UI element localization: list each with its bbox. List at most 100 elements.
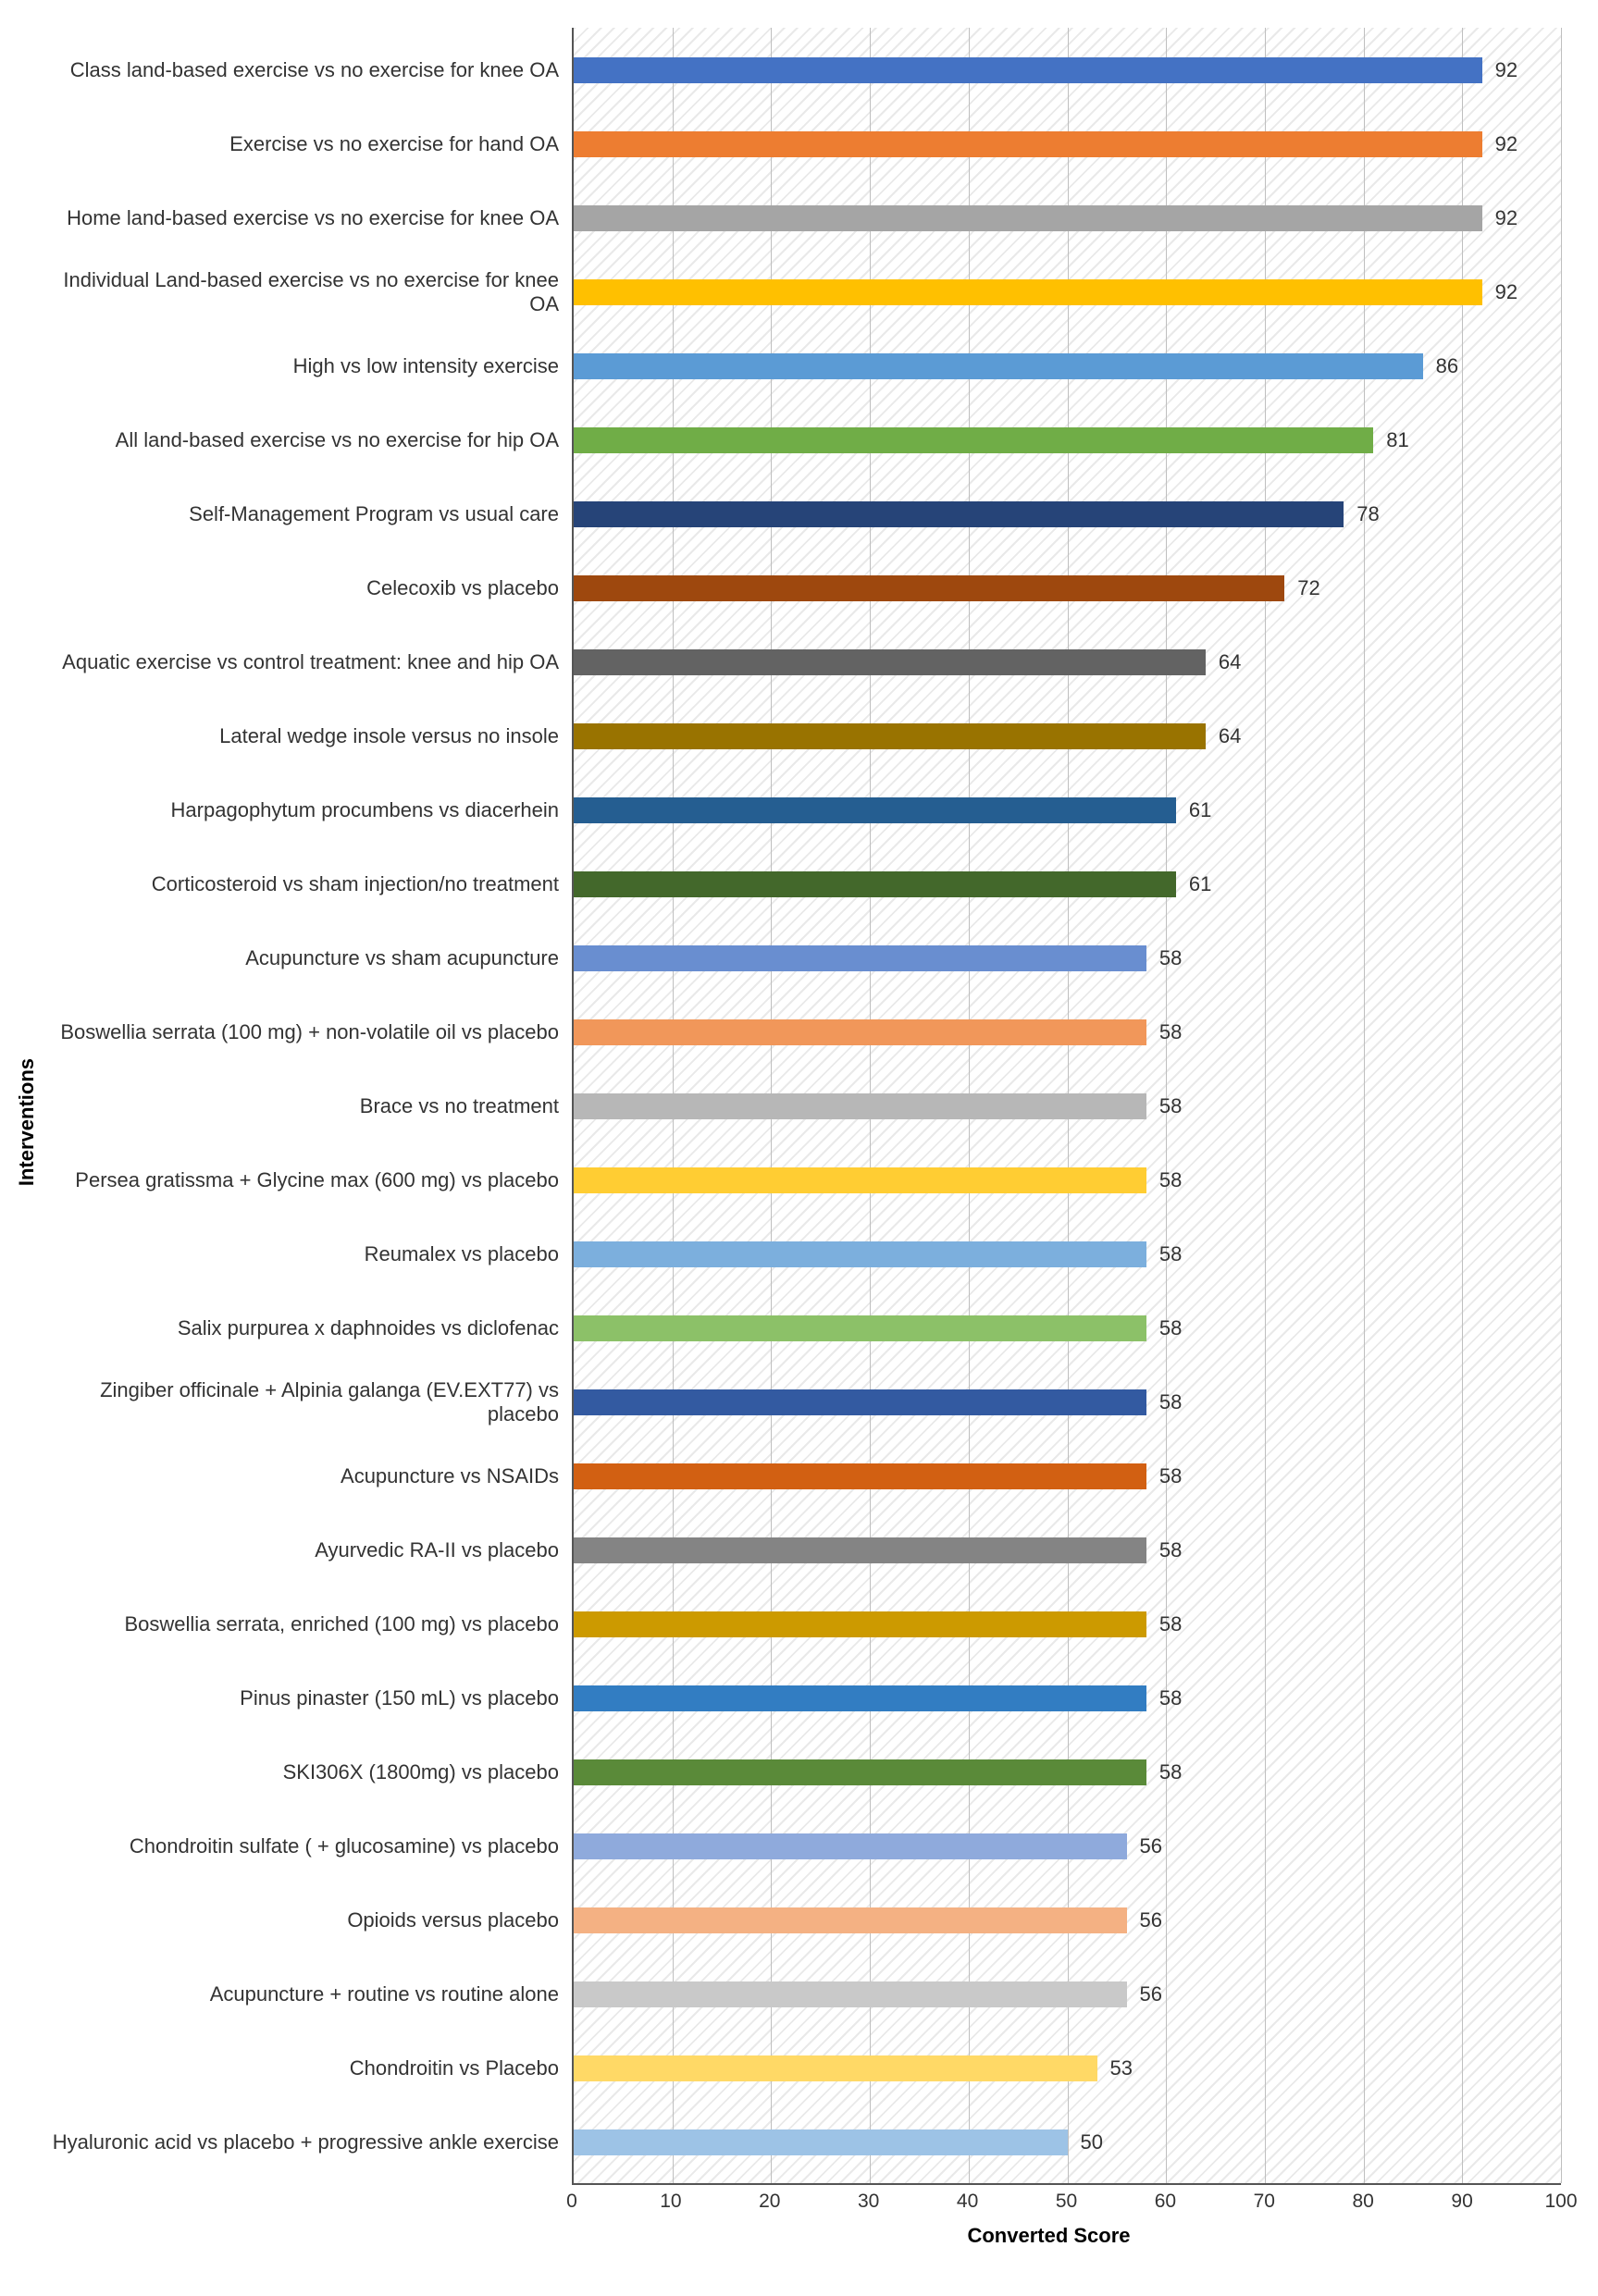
category-label: Boswellia serrata, enriched (100 mg) vs …	[44, 1612, 572, 1636]
bar	[574, 1241, 1146, 1267]
x-tick-label: 40	[957, 2191, 978, 2213]
category-label: Class land-based exercise vs no exercise…	[44, 58, 572, 82]
category-label-row: Chondroitin sulfate ( + glucosamine) vs …	[44, 1809, 572, 1883]
x-tick-label: 80	[1353, 2191, 1374, 2213]
bar-row: 61	[574, 847, 1561, 921]
x-tick-label: 0	[566, 2191, 577, 2213]
bar-row: 56	[574, 1809, 1561, 1883]
category-label: Celecoxib vs placebo	[44, 576, 572, 600]
category-label: Chondroitin vs Placebo	[44, 2056, 572, 2080]
category-label-row: SKI306X (1800mg) vs placebo	[44, 1735, 572, 1809]
bar-row: 86	[574, 329, 1561, 403]
bar-row: 56	[574, 1883, 1561, 1957]
x-tick-label: 30	[858, 2191, 879, 2213]
value-label: 92	[1495, 58, 1517, 82]
value-label: 92	[1495, 280, 1517, 304]
value-label: 58	[1159, 1390, 1182, 1414]
category-label: Opioids versus placebo	[44, 1908, 572, 1932]
x-tick-label: 90	[1451, 2191, 1472, 2213]
category-label-row: Boswellia serrata (100 mg) + non-volatil…	[44, 995, 572, 1069]
bar	[574, 427, 1373, 453]
category-label: All land-based exercise vs no exercise f…	[44, 428, 572, 452]
category-label: High vs low intensity exercise	[44, 354, 572, 378]
category-label-row: Exercise vs no exercise for hand OA	[44, 107, 572, 181]
category-labels-column: Class land-based exercise vs no exercise…	[44, 28, 572, 2216]
bar-row: 58	[574, 1661, 1561, 1735]
bar	[574, 1463, 1146, 1489]
category-label-row: Pinus pinaster (150 mL) vs placebo	[44, 1661, 572, 1735]
x-tick-label: 50	[1056, 2191, 1077, 2213]
bar	[574, 501, 1344, 527]
bar-row: 64	[574, 625, 1561, 699]
category-label: Reumalex vs placebo	[44, 1242, 572, 1266]
value-label: 86	[1436, 354, 1458, 378]
bar	[574, 205, 1482, 231]
value-label: 58	[1159, 1242, 1182, 1266]
bar	[574, 279, 1482, 305]
category-label-row: Celecoxib vs placebo	[44, 551, 572, 625]
bar-row: 58	[574, 1735, 1561, 1809]
bar-row: 72	[574, 551, 1561, 625]
value-label: 56	[1140, 1908, 1162, 1932]
plot-column: 9292929286817872646461615858585858585858…	[572, 28, 1561, 2216]
bar	[574, 1907, 1127, 1933]
bar-row: 56	[574, 1957, 1561, 2031]
bar-row: 64	[574, 699, 1561, 773]
category-label: Brace vs no treatment	[44, 1094, 572, 1118]
category-label-row: Chondroitin vs Placebo	[44, 2031, 572, 2105]
bar	[574, 1167, 1146, 1193]
value-label: 92	[1495, 206, 1517, 230]
bar-row: 50	[574, 2105, 1561, 2179]
value-label: 64	[1219, 650, 1241, 674]
bar	[574, 131, 1482, 157]
category-label: Self-Management Program vs usual care	[44, 502, 572, 526]
bar-row: 53	[574, 2031, 1561, 2105]
category-label: Lateral wedge insole versus no insole	[44, 724, 572, 748]
category-label-row: Acupuncture vs sham acupuncture	[44, 921, 572, 995]
category-label: Boswellia serrata (100 mg) + non-volatil…	[44, 1020, 572, 1044]
value-label: 81	[1386, 428, 1408, 452]
value-label: 92	[1495, 132, 1517, 156]
category-label: Aquatic exercise vs control treatment: k…	[44, 650, 572, 674]
category-label-row: Ayurvedic RA-II vs placebo	[44, 1513, 572, 1587]
category-label: Chondroitin sulfate ( + glucosamine) vs …	[44, 1834, 572, 1858]
bar	[574, 575, 1284, 601]
category-label-row: Individual Land-based exercise vs no exe…	[44, 255, 572, 329]
bar-row: 58	[574, 1143, 1561, 1217]
bar	[574, 1537, 1146, 1563]
bar-row: 58	[574, 1587, 1561, 1661]
bar	[574, 1315, 1146, 1341]
value-label: 58	[1159, 1168, 1182, 1192]
category-label: Pinus pinaster (150 mL) vs placebo	[44, 1686, 572, 1710]
value-label: 58	[1159, 1686, 1182, 1710]
value-label: 64	[1219, 724, 1241, 748]
category-label-row: Zingiber officinale + Alpinia galanga (E…	[44, 1365, 572, 1439]
category-label-row: All land-based exercise vs no exercise f…	[44, 403, 572, 477]
category-label-row: High vs low intensity exercise	[44, 329, 572, 403]
bar	[574, 1389, 1146, 1415]
bar	[574, 1759, 1146, 1785]
bar	[574, 2129, 1068, 2155]
bar-row: 58	[574, 1439, 1561, 1513]
gridline	[1561, 28, 1562, 2183]
plot-area: 9292929286817872646461615858585858585858…	[572, 28, 1561, 2185]
bar	[574, 57, 1482, 83]
bar-row: 58	[574, 1513, 1561, 1587]
value-label: 58	[1159, 1760, 1182, 1784]
category-label-row: Opioids versus placebo	[44, 1883, 572, 1957]
category-label: SKI306X (1800mg) vs placebo	[44, 1760, 572, 1784]
bar-row: 92	[574, 181, 1561, 255]
bar-row: 92	[574, 33, 1561, 107]
category-label-row: Harpagophytum procumbens vs diacerhein	[44, 773, 572, 847]
x-axis-title: Converted Score	[9, 2224, 1561, 2248]
x-axis-ticks: 0102030405060708090100	[572, 2185, 1561, 2216]
x-tick-label: 10	[660, 2191, 681, 2213]
category-label: Individual Land-based exercise vs no exe…	[44, 268, 572, 317]
x-tick-label: 20	[759, 2191, 780, 2213]
category-label-row: Self-Management Program vs usual care	[44, 477, 572, 551]
category-label: Acupuncture vs NSAIDs	[44, 1464, 572, 1488]
value-label: 58	[1159, 946, 1182, 970]
bar	[574, 2055, 1097, 2081]
value-label: 58	[1159, 1612, 1182, 1636]
value-label: 53	[1110, 2056, 1133, 2080]
